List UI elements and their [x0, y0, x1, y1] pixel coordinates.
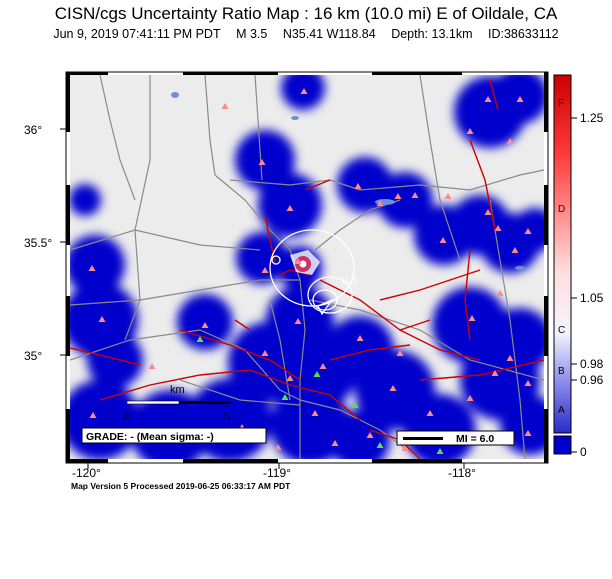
map-panel: 0.5	[70, 75, 544, 459]
map-title: CISN/cgs Uncertainty Ratio Map : 16 km (…	[54, 4, 558, 23]
grade-text: GRADE: - (Mean sigma: -)	[86, 431, 214, 443]
scale-bar: km 0 5	[123, 384, 231, 423]
grade-box	[81, 427, 267, 444]
cb-value-1-25: 1.25	[580, 111, 604, 125]
event-id: ID:38633112	[487, 27, 559, 41]
stations	[88, 88, 532, 451]
scale-tick-0: 0	[123, 411, 129, 423]
cb-value-0-98: 0.98	[580, 357, 604, 371]
scale-unit: km	[170, 384, 185, 396]
stations-alt	[196, 336, 444, 454]
event-location: N35.41 W118.84	[282, 27, 376, 41]
uncertainty-contours	[269, 229, 355, 316]
colorbar-grades: F D C B A	[558, 98, 565, 416]
colorbar-values: 1.25 1.05 0.98 0.96 0	[580, 111, 604, 459]
faults	[70, 79, 544, 459]
grade-d: D	[558, 204, 565, 215]
mi-text: MI = 6.0	[456, 433, 494, 445]
lon-label-120: -120°	[72, 466, 101, 480]
grade-a: A	[558, 405, 565, 416]
colorbar-gradient	[553, 74, 572, 434]
mi-box	[396, 430, 515, 446]
lon-label-119: -119°	[263, 466, 291, 480]
event-info: Jun 9, 2019 07:41:11 PM PDT M 3.5 N35.41…	[0, 27, 612, 41]
lat-label-35: 35°	[24, 349, 42, 363]
map-frame	[60, 71, 549, 469]
scale-tick-5: 5	[224, 411, 230, 423]
lat-label-35-5: 35.5°	[24, 236, 52, 250]
grade-f: F	[558, 98, 564, 109]
cb-value-1-05: 1.05	[580, 291, 604, 305]
event-depth: Depth: 13.1km	[391, 27, 473, 41]
event-date: Jun 9, 2019 07:41:11 PM PDT	[53, 27, 221, 41]
lon-label-118: -118°	[448, 466, 476, 480]
colorbar: F D C B A 1.25 1.05 0.98 0.96 0	[553, 74, 604, 459]
contour-label: 0.5	[342, 275, 357, 287]
cb-value-0: 0	[580, 445, 587, 459]
event-magnitude: M 3.5	[236, 27, 268, 41]
colorbar-floor	[553, 435, 572, 455]
grade-b: B	[558, 366, 565, 377]
mi-line	[403, 437, 443, 440]
lat-label-36: 36°	[24, 123, 42, 137]
processing-footer: Map Version 5 Processed 2019-06-25 06:33…	[71, 481, 291, 491]
axis-labels: 36° 35.5° 35° -120° -119° -118°	[24, 123, 476, 480]
grade-c: C	[558, 325, 565, 336]
cb-value-0-96: 0.96	[580, 373, 604, 387]
